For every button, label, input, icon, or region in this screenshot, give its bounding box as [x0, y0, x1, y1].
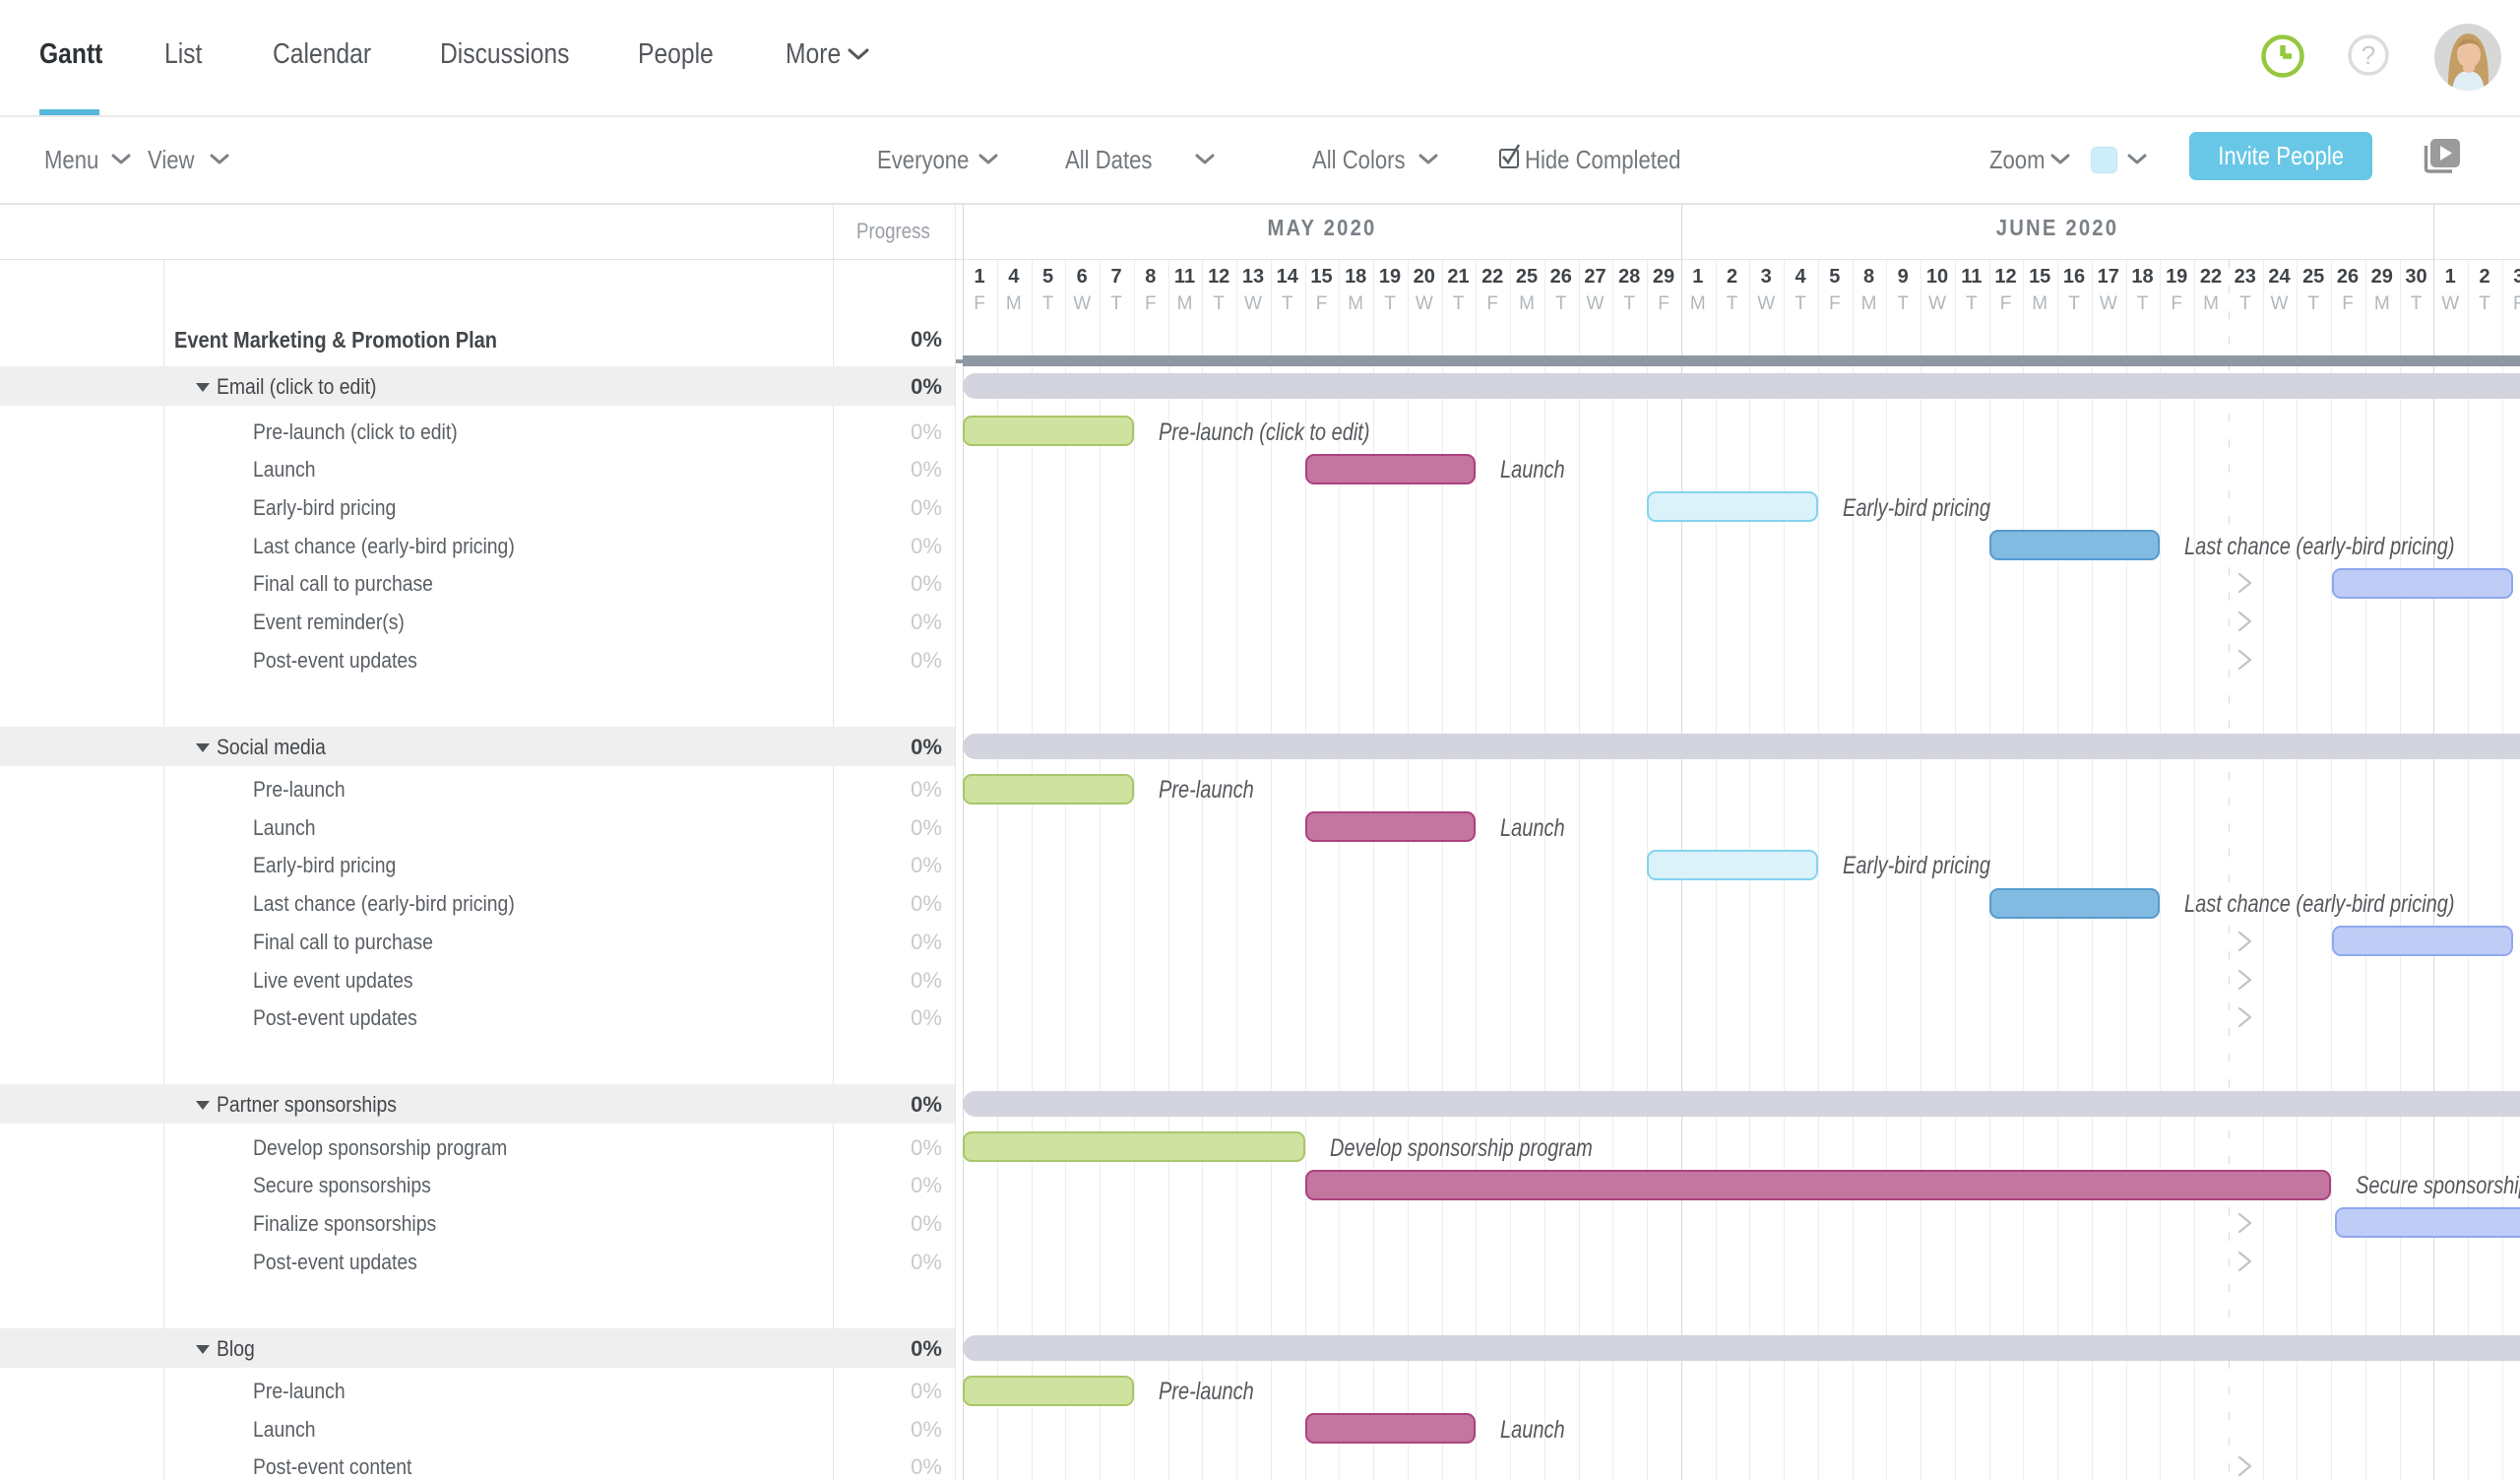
svg-text:?: ?: [2362, 40, 2375, 70]
